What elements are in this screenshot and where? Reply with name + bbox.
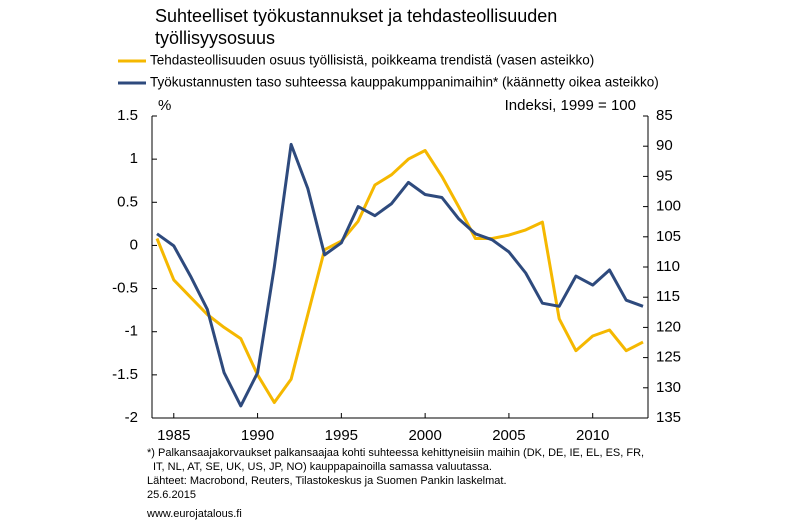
y2-tick-label: 85 xyxy=(656,107,673,124)
x-tick-label: 1995 xyxy=(325,427,358,444)
chart-title: Suhteelliset työkustannukset ja tehdaste… xyxy=(155,6,557,26)
footnote: *) Palkansaajakorvaukset palkansaajaa ko… xyxy=(147,447,644,459)
y-tick-label: 1.5 xyxy=(117,107,138,124)
y2-tick-label: 115 xyxy=(656,288,680,305)
footnote: 25.6.2015 xyxy=(147,489,196,501)
legend-label: Tehdasteollisuuden osuus työllisistä, po… xyxy=(150,53,594,68)
legend-label: Työkustannusten taso suhteessa kauppakum… xyxy=(150,75,659,90)
y-tick-label: -2 xyxy=(125,409,138,426)
y-tick-label: -0.5 xyxy=(112,280,138,297)
y2-tick-label: 90 xyxy=(656,137,673,154)
y2-tick-label: 100 xyxy=(656,198,681,215)
y2-tick-label: 130 xyxy=(656,379,681,396)
y-tick-label: -1 xyxy=(125,323,138,340)
y-tick-label: 1 xyxy=(130,150,138,167)
x-tick-label: 1985 xyxy=(157,427,190,444)
x-tick-label: 2005 xyxy=(492,427,525,444)
y-tick-label: -1.5 xyxy=(112,366,138,383)
source-url: www.eurojatalous.fi xyxy=(146,508,242,520)
x-tick-label: 2000 xyxy=(408,427,441,444)
y2-tick-label: 95 xyxy=(656,167,673,184)
y2-axis-label: Indeksi, 1999 = 100 xyxy=(505,97,636,114)
y2-tick-label: 110 xyxy=(656,258,680,275)
y2-tick-label: 125 xyxy=(656,349,681,366)
y2-tick-label: 105 xyxy=(656,228,681,245)
x-tick-label: 1990 xyxy=(241,427,274,444)
y-tick-label: 0.5 xyxy=(117,193,138,210)
y2-tick-label: 135 xyxy=(656,409,681,426)
data-line xyxy=(155,149,644,404)
y2-tick-label: 120 xyxy=(656,318,681,335)
data-line xyxy=(156,142,644,408)
footnote: IT, NL, AT, SE, UK, US, JP, NO) kauppapa… xyxy=(153,461,492,473)
x-tick-label: 2010 xyxy=(576,427,609,444)
footnote: Lähteet: Macrobond, Reuters, Tilastokesk… xyxy=(147,475,507,487)
chart-title: työllisyysosuus xyxy=(155,28,275,48)
y-axis-label: % xyxy=(158,97,171,114)
y-tick-label: 0 xyxy=(130,236,138,253)
